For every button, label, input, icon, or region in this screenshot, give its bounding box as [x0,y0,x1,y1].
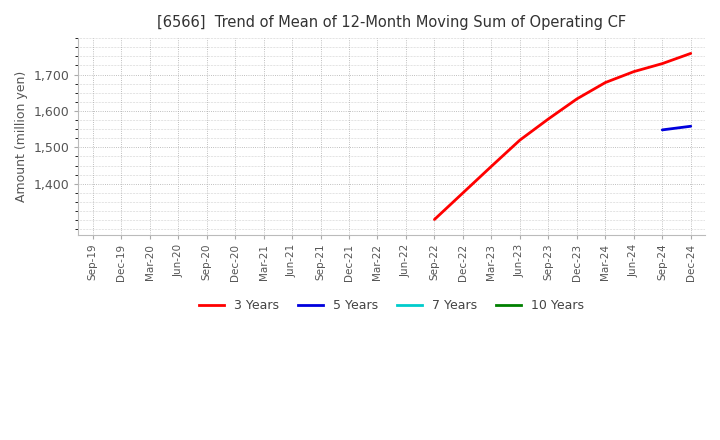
3 Years [658,61,667,66]
Line: 3 Years: 3 Years [434,53,690,220]
3 Years [487,164,496,169]
3 Years [544,116,553,121]
5 Years [686,124,695,129]
3 Years [459,190,467,195]
3 Years [601,80,610,85]
Legend: 3 Years, 5 Years, 7 Years, 10 Years: 3 Years, 5 Years, 7 Years, 10 Years [194,294,589,317]
Line: 5 Years: 5 Years [662,126,690,130]
Y-axis label: Amount (million yen): Amount (million yen) [15,71,28,202]
5 Years [658,127,667,132]
3 Years [516,137,524,143]
3 Years [629,69,638,74]
3 Years [430,217,438,222]
3 Years [686,51,695,56]
Title: [6566]  Trend of Mean of 12-Month Moving Sum of Operating CF: [6566] Trend of Mean of 12-Month Moving … [157,15,626,30]
3 Years [572,96,581,102]
